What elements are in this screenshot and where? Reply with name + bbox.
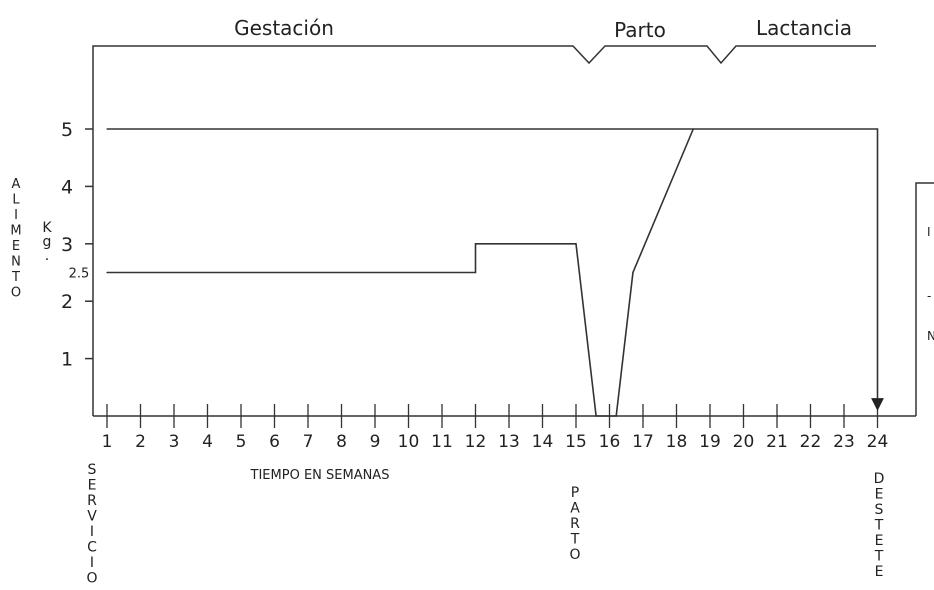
x-tick-label: 13 <box>498 432 520 452</box>
weaning-label-letter: E <box>875 564 884 580</box>
y-axis-unit-letter: K <box>42 220 52 236</box>
y-axis-title-letter: A <box>12 177 21 192</box>
x-tick-label: 15 <box>565 432 587 452</box>
series-layer <box>106 128 884 417</box>
service-label-letter: R <box>87 493 97 509</box>
service-label-letter: I <box>90 555 94 571</box>
y-axis-title-letter: E <box>12 239 20 254</box>
data-point <box>876 403 879 406</box>
y-axis-title-letter: O <box>11 286 21 301</box>
birth-label-letter: P <box>571 485 579 501</box>
weaning-label-letter: D <box>874 471 885 487</box>
birth-label-letter: A <box>570 501 580 517</box>
next-cycle-frame <box>915 182 934 416</box>
x-tick-label: 1 <box>102 432 113 452</box>
x-tick-label: 3 <box>169 432 180 452</box>
weaning-label-letter: S <box>875 502 884 518</box>
x-tick-label: 2 <box>135 432 146 452</box>
x-tick-label: 6 <box>269 432 280 452</box>
y-axis-unit-letter: . <box>45 248 49 264</box>
x-tick-label: 17 <box>632 432 654 452</box>
next-cycle-partial-text: I <box>927 225 931 239</box>
y-tick-label: 3 <box>61 234 73 256</box>
data-point <box>615 415 617 417</box>
data-point <box>474 243 477 245</box>
y-tick-label: 1 <box>61 349 73 371</box>
service-label-letter: E <box>88 478 97 494</box>
phase-label-birth: Parto <box>614 18 666 42</box>
x-tick-label: 9 <box>370 432 381 452</box>
x-tick-label: 22 <box>800 432 822 452</box>
next-cycle-partial-text: N <box>927 329 934 343</box>
weaning-label-letter: T <box>874 518 884 534</box>
y-axis-title-letter: N <box>11 255 21 270</box>
service-label-letter: C <box>87 540 97 556</box>
x-tick-label: 5 <box>236 432 247 452</box>
y-tick-label: 2 <box>61 291 73 313</box>
data-point <box>876 128 879 130</box>
y-tick-label: 2.5 <box>69 267 90 282</box>
x-tick-label: 8 <box>336 432 347 452</box>
x-tick-label: 19 <box>699 432 721 452</box>
max-feed-line <box>107 128 884 411</box>
x-tick-label: 16 <box>599 432 621 452</box>
data-point <box>106 128 108 130</box>
weaning-label-letter: E <box>875 487 884 503</box>
phase-bracket <box>92 45 876 96</box>
birth-label-letter: R <box>570 516 580 532</box>
x-tick-label: 11 <box>431 432 453 452</box>
y-axis-ticks: 1 2 2.5 3 4 5 <box>61 119 93 371</box>
x-tick-label: 23 <box>833 432 855 452</box>
x-tick-label: 21 <box>766 432 788 452</box>
birth-label-letter: O <box>569 547 580 563</box>
x-tick-label: 18 <box>666 432 688 452</box>
service-label-letter: O <box>86 571 97 587</box>
y-axis-title-letter: T <box>11 270 20 285</box>
feed-series-line <box>107 128 694 417</box>
weaning-label-letter: T <box>874 549 884 565</box>
next-cycle-partial-text: - <box>927 289 931 303</box>
x-tick-label: 12 <box>465 432 487 452</box>
data-point <box>632 271 634 274</box>
birth-label-letter: T <box>570 532 580 548</box>
x-tick-label: 14 <box>532 432 554 452</box>
data-point <box>474 271 477 274</box>
y-axis-title-letter: L <box>12 193 20 208</box>
x-tick-label: 7 <box>303 432 314 452</box>
x-axis-title: TIEMPO EN SEMANAS <box>250 468 390 483</box>
x-tick-label: 20 <box>733 432 755 452</box>
x-tick-label: 4 <box>202 432 213 452</box>
phase-label-lactation: Lactancia <box>756 16 852 40</box>
x-axis-ticks: 1 2 3 4 5 6 7 8 9 10 11 12 13 14 15 16 17 18 19 20 21 22 23 24 <box>102 404 889 452</box>
service-label-letter: V <box>87 509 97 525</box>
y-tick-label: 4 <box>61 176 73 198</box>
y-axis-unit-letter: g <box>43 234 52 250</box>
service-label-letter: I <box>90 524 94 540</box>
data-point <box>575 243 577 245</box>
phase-label-gestation: Gestación <box>234 16 334 40</box>
y-axis-title-letter: I <box>14 208 18 223</box>
y-axis-title-letter: M <box>10 224 21 239</box>
data-point <box>106 271 108 274</box>
x-tick-label: 10 <box>398 432 420 452</box>
data-point <box>595 415 597 417</box>
y-tick-label: 5 <box>61 119 73 141</box>
service-label-letter: S <box>88 462 97 478</box>
weaning-label-letter: E <box>875 533 884 549</box>
x-tick-label: 24 <box>867 432 889 452</box>
